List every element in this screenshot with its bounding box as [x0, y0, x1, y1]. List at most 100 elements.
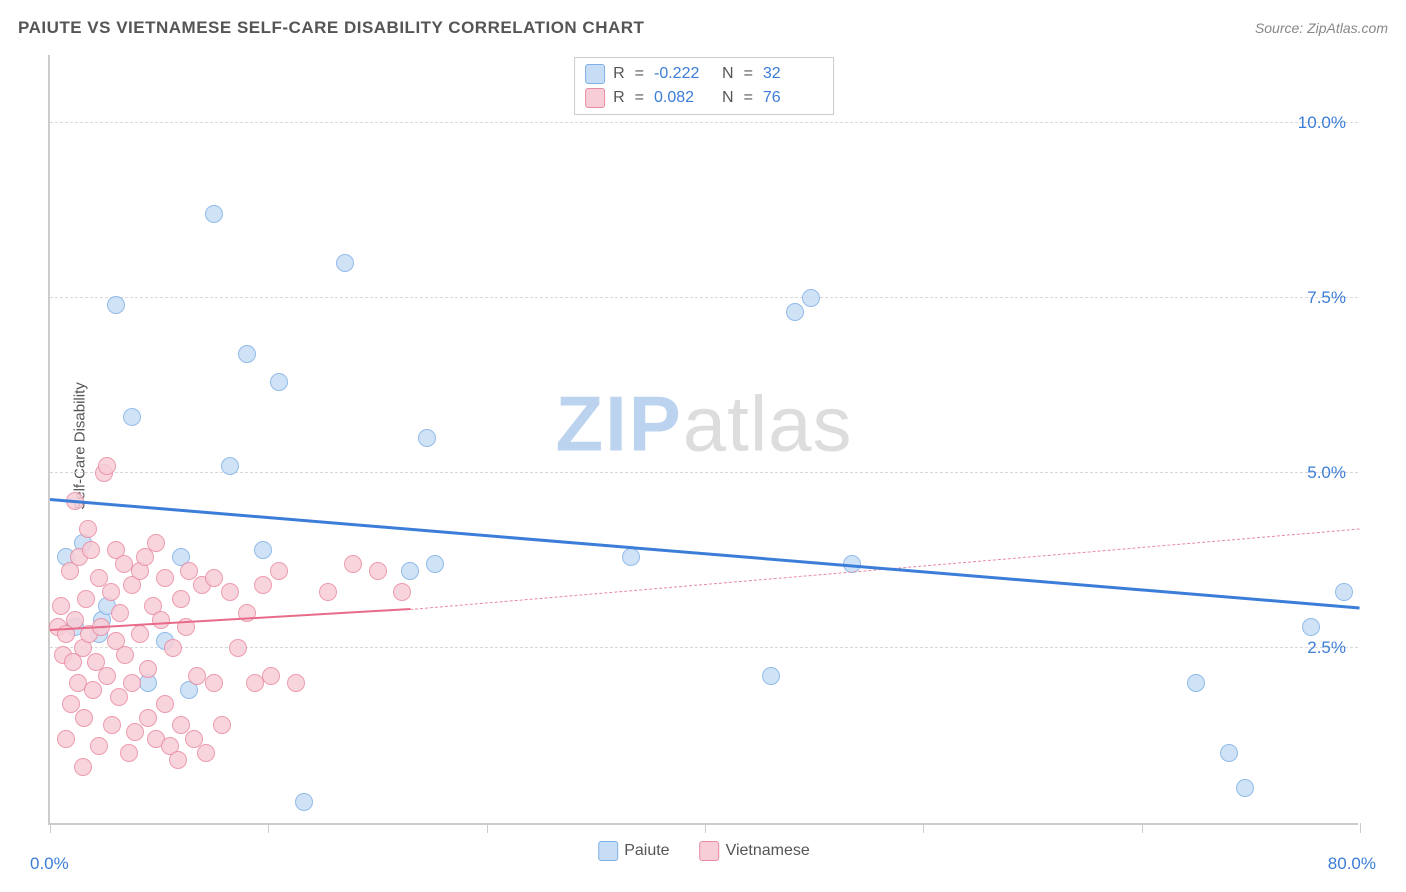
data-point [205, 674, 223, 692]
data-point [75, 709, 93, 727]
series-legend: Paiute Vietnamese [598, 841, 810, 861]
data-point [188, 667, 206, 685]
data-point [116, 646, 134, 664]
data-point [77, 590, 95, 608]
data-point [1220, 744, 1238, 762]
y-tick-label: 10.0% [1298, 113, 1346, 133]
data-point [393, 583, 411, 601]
data-point [169, 751, 187, 769]
watermark-zip: ZIP [555, 379, 682, 467]
data-point [319, 583, 337, 601]
data-point [156, 569, 174, 587]
data-point [120, 744, 138, 762]
data-point [123, 408, 141, 426]
y-tick-label: 7.5% [1307, 288, 1346, 308]
data-point [139, 709, 157, 727]
data-point [103, 716, 121, 734]
correlation-legend: R= -0.222 N= 32 R= 0.082 N= 76 [574, 57, 834, 115]
data-point [221, 457, 239, 475]
data-point [369, 562, 387, 580]
data-point [110, 688, 128, 706]
gridline [50, 122, 1358, 123]
x-tick [268, 823, 269, 833]
data-point [246, 674, 264, 692]
data-point [107, 296, 125, 314]
n-value-vietnamese: 76 [763, 89, 823, 107]
gridline [50, 297, 1358, 298]
x-tick [50, 823, 51, 833]
x-axis-max-label: 80.0% [1328, 854, 1376, 874]
data-point [197, 744, 215, 762]
data-point [622, 548, 640, 566]
data-point [287, 674, 305, 692]
data-point [1187, 674, 1205, 692]
data-point [79, 520, 97, 538]
swatch-paiute [598, 841, 618, 861]
data-point [57, 730, 75, 748]
data-point [401, 562, 419, 580]
y-tick-label: 2.5% [1307, 638, 1346, 658]
chart-title: PAIUTE VS VIETNAMESE SELF-CARE DISABILIT… [18, 18, 644, 38]
data-point [270, 373, 288, 391]
data-point [254, 576, 272, 594]
correlation-row-vietnamese: R= 0.082 N= 76 [585, 86, 823, 110]
data-point [152, 611, 170, 629]
source-attribution: Source: ZipAtlas.com [1255, 20, 1388, 36]
x-axis-min-label: 0.0% [30, 854, 69, 874]
data-point [254, 541, 272, 559]
watermark-text: ZIPatlas [555, 378, 852, 469]
data-point [426, 555, 444, 573]
data-point [786, 303, 804, 321]
data-point [418, 429, 436, 447]
data-point [126, 723, 144, 741]
n-label: N [722, 89, 734, 107]
data-point [762, 667, 780, 685]
data-point [238, 345, 256, 363]
legend-item-paiute: Paiute [598, 841, 669, 861]
gridline [50, 472, 1358, 473]
y-tick-label: 5.0% [1307, 463, 1346, 483]
data-point [344, 555, 362, 573]
x-tick [705, 823, 706, 833]
data-point [90, 737, 108, 755]
data-point [82, 541, 100, 559]
data-point [205, 569, 223, 587]
x-tick [923, 823, 924, 833]
data-point [115, 555, 133, 573]
watermark-atlas: atlas [683, 379, 853, 467]
legend-item-vietnamese: Vietnamese [700, 841, 810, 861]
data-point [336, 254, 354, 272]
data-point [147, 534, 165, 552]
data-point [172, 590, 190, 608]
trend-line [50, 498, 1360, 609]
data-point [102, 583, 120, 601]
legend-label-vietnamese: Vietnamese [726, 842, 810, 859]
x-tick [1360, 823, 1361, 833]
r-label: R [613, 89, 625, 107]
r-value-vietnamese: 0.082 [654, 89, 714, 107]
data-point [139, 660, 157, 678]
data-point [156, 695, 174, 713]
data-point [84, 681, 102, 699]
data-point [123, 674, 141, 692]
data-point [131, 625, 149, 643]
header-bar: PAIUTE VS VIETNAMESE SELF-CARE DISABILIT… [18, 18, 1388, 38]
data-point [262, 667, 280, 685]
data-point [98, 667, 116, 685]
r-value-paiute: -0.222 [654, 65, 714, 83]
data-point [802, 289, 820, 307]
swatch-vietnamese [700, 841, 720, 861]
data-point [221, 583, 239, 601]
correlation-row-paiute: R= -0.222 N= 32 [585, 62, 823, 86]
swatch-vietnamese [585, 88, 605, 108]
data-point [1236, 779, 1254, 797]
data-point [74, 758, 92, 776]
data-point [1335, 583, 1353, 601]
data-point [295, 793, 313, 811]
r-label: R [613, 65, 625, 83]
n-label: N [722, 65, 734, 83]
data-point [205, 205, 223, 223]
data-point [164, 639, 182, 657]
legend-label-paiute: Paiute [624, 842, 669, 859]
swatch-paiute [585, 64, 605, 84]
